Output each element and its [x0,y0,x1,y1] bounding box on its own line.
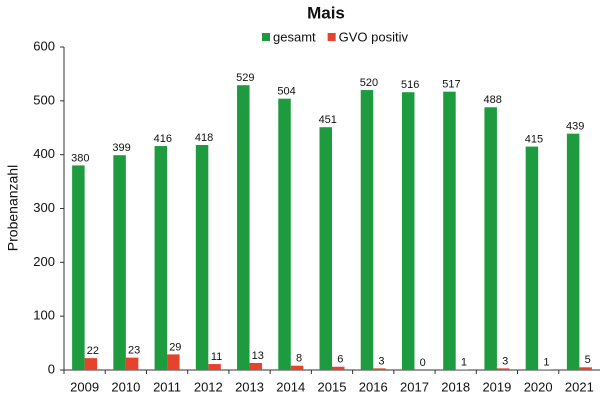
y-tick-label: 300 [33,200,55,215]
y-tick-label: 600 [33,38,55,53]
y-tick-label: 100 [33,308,55,323]
value-label: 6 [337,354,343,366]
x-tick-label: 2015 [318,379,347,394]
bar [484,107,497,370]
value-label: 488 [483,94,501,106]
value-label: 1 [461,356,467,368]
bar [332,366,345,370]
value-label: 451 [319,114,337,126]
y-tick-label: 0 [48,361,55,376]
value-label: 23 [128,345,140,357]
x-tick-label: 2021 [565,379,594,394]
bar [525,146,539,370]
value-label: 418 [195,132,213,144]
bar [237,85,250,370]
legend-swatch [327,33,336,41]
bar [319,127,332,370]
bar [113,155,126,370]
x-tick-label: 2013 [235,379,264,394]
chart-title: Mais [307,3,345,22]
value-label: 520 [360,77,378,89]
y-axis-label: Probenanzahl [5,165,21,251]
y-tick-label: 200 [33,254,55,269]
bar [455,369,469,370]
bar [373,368,386,370]
y-tick-label: 500 [33,92,55,107]
value-label: 11 [211,351,222,363]
bar [167,354,180,370]
value-label: 380 [71,152,89,164]
bar [125,357,139,370]
bar [84,358,98,370]
bar [443,91,456,370]
bar [72,165,85,370]
bar [290,365,304,370]
x-tick-label: 2011 [153,379,181,394]
x-tick-label: 2016 [359,379,388,394]
value-label: 1 [543,356,549,368]
bar [360,90,374,371]
value-label: 415 [525,133,543,145]
value-label: 13 [252,350,264,362]
legend-label: gesamt [273,29,316,44]
value-label: 399 [112,142,130,154]
bar [195,144,209,370]
value-label: 517 [442,79,460,91]
x-tick-label: 2010 [111,379,140,394]
value-label: 516 [401,79,419,91]
value-label: 416 [154,133,172,145]
x-tick-label: 2017 [400,379,429,394]
value-label: 8 [296,353,302,365]
bar [579,367,592,370]
legend-swatch [262,33,270,41]
bar [496,368,510,370]
x-tick-label: 2009 [70,379,99,394]
value-label: 3 [378,355,384,367]
value-label: 529 [236,72,254,84]
value-label: 29 [169,341,181,353]
bar [249,363,263,370]
bar [154,146,168,370]
value-label: 0 [420,357,426,369]
bar [566,133,580,370]
value-label: 504 [277,86,295,98]
bar [538,369,551,370]
legend-label: GVO positiv [339,29,409,44]
x-tick-label: 2019 [482,379,511,394]
value-label: 5 [585,354,591,366]
x-tick-label: 2020 [524,379,553,394]
x-tick-label: 2014 [276,379,305,394]
bar [278,98,291,371]
x-tick-label: 2018 [441,379,470,394]
value-label: 3 [502,355,508,367]
value-label: 22 [87,345,99,357]
y-tick-label: 400 [33,146,55,161]
value-label: 439 [566,121,584,133]
bar [208,364,221,370]
x-tick-label: 2012 [194,379,223,394]
bar [401,92,415,370]
